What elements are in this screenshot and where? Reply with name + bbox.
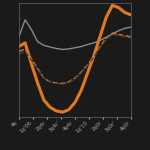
repo bbox=[68, 81, 70, 83]
repo bbox=[111, 32, 113, 34]
collateral bbox=[49, 106, 51, 108]
Line: CIP nocorr fit: CIP nocorr fit bbox=[19, 34, 131, 84]
Line: repo: repo bbox=[19, 33, 131, 83]
repo bbox=[99, 46, 101, 47]
CIP nocorr fit bbox=[37, 69, 39, 70]
collateral bbox=[30, 63, 32, 64]
collateral bbox=[118, 7, 120, 9]
CIP nocorr fit bbox=[130, 37, 132, 39]
3M Libor bbox=[18, 36, 20, 38]
repo bbox=[49, 81, 51, 83]
collateral bbox=[99, 36, 101, 38]
collateral bbox=[111, 4, 113, 6]
CIP nocorr fit bbox=[43, 77, 45, 79]
3M Libor bbox=[24, 19, 26, 21]
collateral bbox=[130, 14, 132, 16]
3M Libor bbox=[118, 30, 120, 32]
3M Libor bbox=[130, 26, 132, 28]
CIP nocorr fit bbox=[68, 82, 70, 83]
CIP nocorr fit bbox=[55, 82, 57, 84]
repo bbox=[87, 64, 88, 66]
collateral bbox=[18, 46, 20, 47]
CIP nocorr fit bbox=[118, 35, 120, 36]
repo bbox=[118, 33, 120, 35]
3M Libor bbox=[87, 44, 88, 45]
collateral bbox=[55, 110, 57, 112]
collateral bbox=[93, 55, 95, 57]
CIP nocorr fit bbox=[93, 57, 95, 58]
3M Libor bbox=[49, 46, 51, 48]
3M Libor bbox=[74, 47, 76, 49]
repo bbox=[124, 35, 126, 36]
collateral bbox=[105, 16, 107, 18]
CIP nocorr fit bbox=[30, 59, 32, 61]
repo bbox=[74, 77, 76, 79]
collateral bbox=[68, 109, 70, 111]
Line: 3M Libor: 3M Libor bbox=[19, 20, 131, 50]
3M Libor bbox=[37, 41, 39, 43]
CIP nocorr fit bbox=[124, 36, 126, 38]
CIP nocorr fit bbox=[99, 47, 101, 49]
3M Libor bbox=[93, 42, 95, 44]
3M Libor bbox=[62, 49, 63, 50]
collateral bbox=[37, 82, 39, 84]
3M Libor bbox=[105, 36, 107, 38]
3M Libor bbox=[80, 46, 82, 47]
repo bbox=[24, 48, 26, 50]
CIP nocorr fit bbox=[105, 38, 107, 40]
3M Libor bbox=[68, 48, 70, 50]
repo bbox=[130, 36, 132, 38]
repo bbox=[30, 58, 32, 60]
3M Libor bbox=[99, 40, 101, 41]
repo bbox=[105, 37, 107, 39]
CIP nocorr fit bbox=[111, 33, 113, 35]
collateral bbox=[62, 111, 63, 113]
repo bbox=[93, 55, 95, 57]
3M Libor bbox=[43, 44, 45, 46]
collateral bbox=[43, 99, 45, 101]
CIP nocorr fit bbox=[80, 72, 82, 74]
repo bbox=[80, 71, 82, 73]
CIP nocorr fit bbox=[49, 81, 51, 83]
repo bbox=[18, 51, 20, 52]
collateral bbox=[24, 42, 26, 44]
repo bbox=[55, 82, 57, 84]
CIP nocorr fit bbox=[62, 83, 63, 85]
repo bbox=[43, 77, 45, 79]
3M Libor bbox=[124, 27, 126, 29]
CIP nocorr fit bbox=[74, 78, 76, 80]
collateral bbox=[80, 89, 82, 91]
Line: collateral: collateral bbox=[19, 5, 131, 112]
repo bbox=[37, 68, 39, 69]
collateral bbox=[124, 12, 126, 13]
collateral bbox=[74, 102, 76, 103]
repo bbox=[62, 82, 63, 84]
collateral bbox=[87, 72, 88, 74]
3M Libor bbox=[55, 48, 57, 49]
CIP nocorr fit bbox=[87, 65, 88, 66]
3M Libor bbox=[111, 33, 113, 35]
CIP nocorr fit bbox=[24, 51, 26, 52]
CIP nocorr fit bbox=[18, 53, 20, 55]
3M Libor bbox=[30, 29, 32, 30]
